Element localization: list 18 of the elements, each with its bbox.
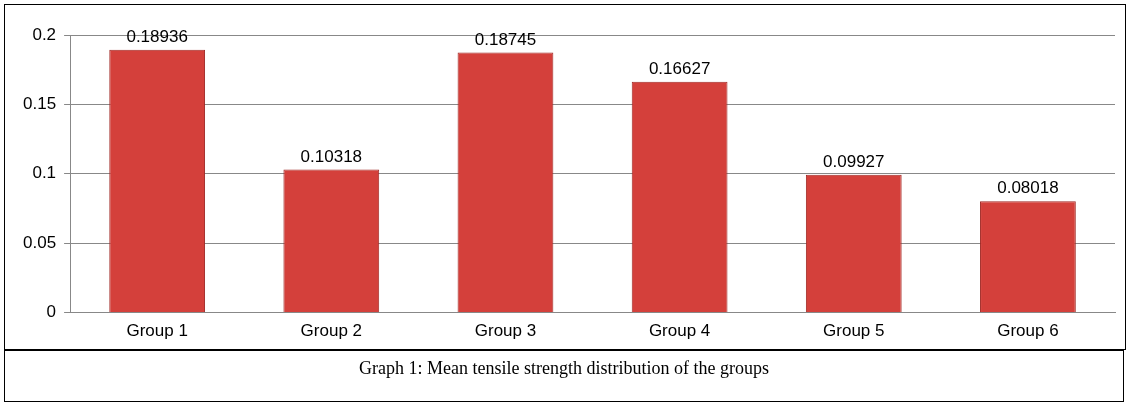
x-tick-label: Group 1 (126, 321, 188, 341)
x-tick-label: Group 5 (823, 321, 885, 341)
data-label: 0.16627 (648, 59, 711, 78)
y-tick-label: 0.2 (32, 24, 57, 44)
y-tick-label: 0 (46, 302, 57, 322)
data-label: 0.08018 (997, 178, 1059, 198)
data-label: 0.18936 (126, 26, 188, 46)
data-label: 0.09927 (823, 152, 885, 171)
data-label: 0.18745 (474, 29, 537, 49)
y-tick-label: 0.05 (22, 232, 57, 252)
x-tick-label: Group 2 (300, 321, 363, 341)
y-tick-label: 0.15 (22, 94, 57, 114)
x-tick-label: Group 3 (474, 321, 537, 341)
y-tick-label: 0.1 (32, 163, 57, 183)
x-tick-label: Group 4 (648, 321, 711, 341)
x-tick-label: Group 6 (997, 321, 1059, 341)
caption: Graph 1: Mean tensile strength distribution of the groups (4, 350, 1124, 402)
data-label: 0.10318 (300, 146, 363, 166)
